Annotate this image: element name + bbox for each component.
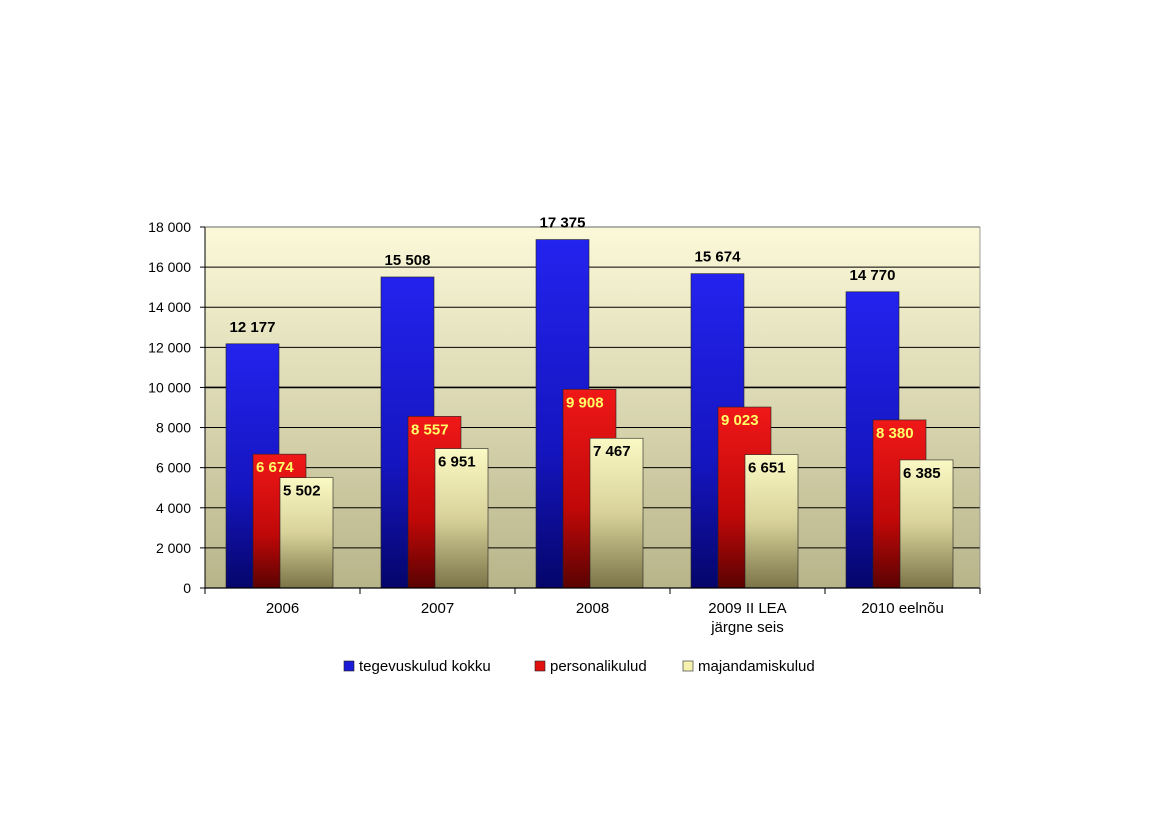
data-label-total: 14 770 (850, 267, 896, 284)
data-label-personnel: 9 023 (721, 412, 759, 429)
data-label-operating: 6 951 (438, 454, 476, 471)
legend-label-personnel: personalikulud (550, 658, 647, 675)
data-label-total: 15 674 (695, 249, 742, 266)
x-tick-label: 2009 II LEA (708, 600, 786, 617)
x-tick-label: 2007 (421, 600, 454, 617)
bar-operating (589, 437, 644, 589)
data-label-personnel: 8 380 (876, 425, 914, 442)
data-label-personnel: 6 674 (256, 459, 294, 476)
legend-label-total: tegevuskulud kokku (359, 658, 491, 675)
data-label-personnel: 9 908 (566, 394, 604, 411)
y-tick-label: 14 000 (148, 299, 191, 315)
data-labels: 12 177 6 674 5 502 15 508 8 557 6 951 17 375 9 … (230, 215, 941, 500)
bars (225, 239, 954, 589)
data-label-total: 17 375 (540, 215, 586, 232)
y-tick-label: 10 000 (148, 379, 191, 395)
legend-swatch-operating (682, 660, 694, 672)
x-tick-label: järgne seis (710, 619, 784, 636)
bar-operating (279, 477, 334, 589)
data-label-personnel: 8 557 (411, 421, 449, 438)
x-tick-label: 2010 eelnõu (861, 600, 944, 617)
data-label-operating: 6 651 (748, 460, 786, 477)
y-tick-label: 0 (183, 580, 191, 596)
legend-label-operating: majandamiskulud (698, 658, 815, 675)
axes: 0 2 000 4 000 6 000 8 000 10 000 12 000 14 000 1… (148, 219, 981, 636)
y-tick-label: 6 000 (156, 460, 191, 476)
y-tick-label: 2 000 (156, 540, 191, 556)
data-label-operating: 6 385 (903, 465, 941, 482)
data-label-total: 12 177 (230, 319, 276, 336)
data-label-operating: 5 502 (283, 483, 321, 500)
y-tick-label: 12 000 (148, 339, 191, 355)
bar-operating (899, 459, 954, 589)
y-tick-label: 4 000 (156, 500, 191, 516)
data-label-operating: 7 467 (593, 443, 631, 460)
legend-swatch-personnel (534, 660, 546, 672)
x-tick-label: 2008 (576, 600, 609, 617)
legend-swatch-total (343, 660, 355, 672)
y-tick-label: 8 000 (156, 420, 191, 436)
y-tick-label: 18 000 (148, 219, 191, 235)
bar-operating (744, 454, 799, 589)
data-label-total: 15 508 (385, 252, 431, 269)
legend: tegevuskulud kokku personalikulud majandam… (343, 658, 815, 675)
x-tick-label: 2006 (266, 600, 299, 617)
y-tick-label: 16 000 (148, 259, 191, 275)
